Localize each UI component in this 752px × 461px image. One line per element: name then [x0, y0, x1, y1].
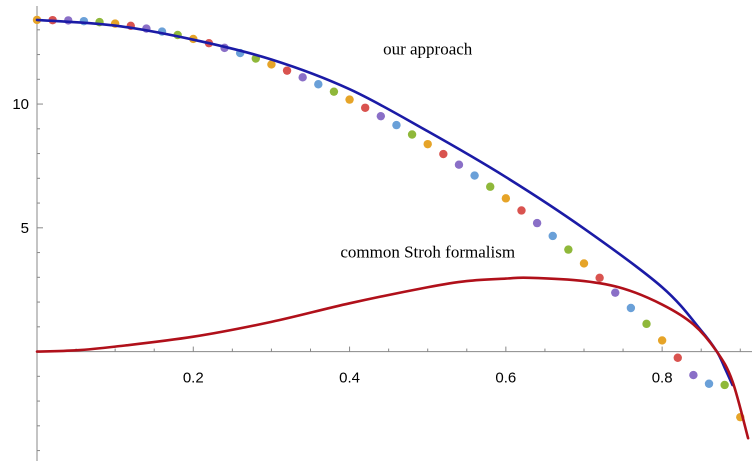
y-tick-label: 10: [12, 96, 29, 113]
data-point: [298, 73, 307, 82]
data-point: [470, 171, 479, 180]
data-point: [704, 379, 714, 388]
data-point: [564, 245, 573, 254]
x-tick-label: 0.2: [183, 370, 204, 387]
data-point: [454, 160, 464, 169]
data-point: [360, 103, 370, 112]
series-line-1: [35, 276, 750, 440]
data-point: [423, 139, 432, 149]
data-point: [345, 95, 354, 104]
data-point: [314, 80, 323, 89]
data-point: [486, 182, 495, 191]
annotation-label: our approach: [383, 40, 473, 59]
data-point: [657, 336, 667, 345]
curves: [35, 18, 750, 440]
data-point: [689, 370, 698, 380]
x-tick-label: 0.8: [652, 370, 673, 387]
x-tick-label: 0.6: [495, 370, 516, 387]
data-point: [532, 218, 542, 228]
data-point: [611, 288, 620, 297]
data-point: [517, 206, 526, 215]
series-line-0: [35, 18, 734, 387]
data-point: [548, 231, 557, 241]
data-point: [392, 120, 401, 130]
data-point: [267, 60, 276, 69]
data-point: [595, 273, 604, 283]
data-point: [579, 259, 589, 268]
data-point: [501, 194, 511, 203]
data-point: [329, 87, 339, 96]
data-point: [673, 353, 682, 362]
data-point: [720, 380, 729, 390]
data-point: [626, 303, 636, 313]
annotation-label: common Stroh formalism: [340, 243, 515, 262]
data-point: [282, 66, 292, 75]
data-point: [439, 149, 448, 159]
annotations: our approach common Stroh formalism: [340, 40, 515, 262]
x-tick-label: 0.4: [339, 370, 360, 387]
data-point: [642, 319, 651, 329]
data-point: [376, 111, 386, 121]
data-point: [407, 130, 417, 139]
axes: 0.2 0.4 0.6 0.8 5 10: [12, 6, 752, 461]
y-tick-label: 5: [21, 220, 29, 237]
scatter-points: [32, 15, 745, 422]
